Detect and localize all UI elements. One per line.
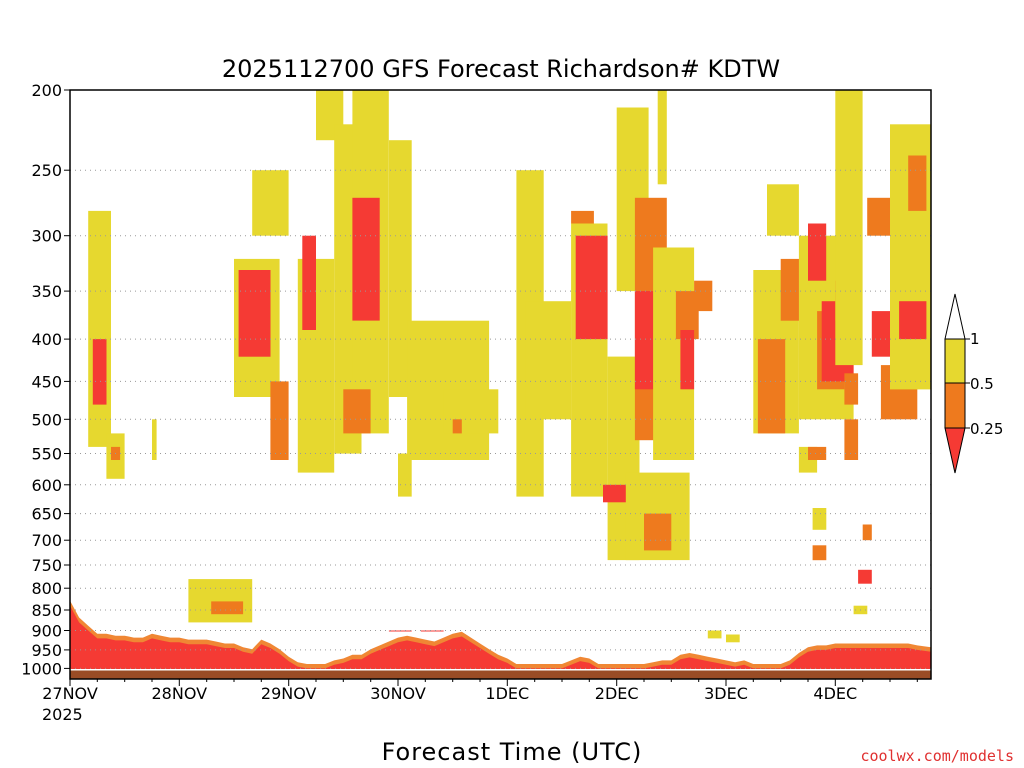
colorbar-under-triangle [944, 427, 966, 474]
x-tick-label: 2DEC [595, 684, 639, 703]
y-tick-label: 900 [31, 622, 62, 641]
colorbar-orange-band [944, 382, 966, 429]
colorbar-label: 0.5 [970, 375, 994, 393]
colorbar-yellow-band [944, 338, 966, 384]
stability-cell-red [420, 630, 444, 632]
x-tick-label: 28NOV [152, 684, 208, 703]
stability-cell-orange [452, 419, 462, 434]
stability-cell-orange [694, 280, 713, 312]
plot-frame [69, 89, 932, 680]
stability-cell-orange [675, 291, 699, 340]
stability-cell-yellow [726, 634, 740, 643]
year-label: 2025 [42, 705, 83, 724]
stability-cell-red [302, 235, 316, 330]
stability-cell-orange [867, 197, 890, 236]
stability-cell-orange [211, 601, 244, 615]
stability-cell-orange [808, 446, 827, 460]
y-tick-label: 400 [31, 330, 62, 349]
grid-lines [70, 90, 931, 669]
boundary-layer-red-band [70, 605, 931, 679]
stability-cell-yellow [812, 508, 827, 530]
ground-layer [70, 669, 931, 679]
stability-cell-yellow [252, 170, 289, 236]
y-tick-label: 700 [31, 531, 62, 550]
stability-cell-orange [644, 513, 672, 551]
stability-cell-red [603, 484, 631, 503]
x-tick-label: 29NOV [261, 684, 317, 703]
x-tick-label: 30NOV [370, 684, 426, 703]
stability-cell-red [575, 235, 608, 340]
stability-cell-orange [844, 419, 859, 460]
stability-cell-yellow [767, 184, 799, 236]
y-tick-label: 950 [31, 641, 62, 660]
y-tick-label: 850 [31, 601, 62, 620]
x-tick-label: 3DEC [704, 684, 748, 703]
chart-title: 2025112700 GFS Forecast Richardson# KDTW [222, 55, 780, 83]
stability-cell-yellow [835, 90, 863, 366]
stability-cell-orange [812, 545, 827, 561]
y-tick-label: 250 [31, 161, 62, 180]
stability-regions [88, 90, 931, 643]
y-tick-label: 550 [31, 445, 62, 464]
stability-cell-orange [844, 373, 859, 405]
stability-cell-yellow [657, 90, 667, 185]
y-tick-label: 1000 [21, 659, 62, 678]
stability-cell-red [680, 330, 695, 390]
y-tick-label: 200 [31, 81, 62, 100]
stability-cell-yellow [188, 579, 253, 623]
stability-cell-yellow [88, 210, 111, 447]
stability-cell-yellow [525, 301, 572, 420]
x-tick-label: 1DEC [485, 684, 529, 703]
stability-cell-orange [270, 381, 289, 460]
stability-cell-yellow [707, 630, 722, 639]
stability-cell-orange [343, 389, 371, 434]
y-tick-label: 350 [31, 282, 62, 301]
y-tick-label: 450 [31, 372, 62, 391]
colorbar-label: 1 [970, 330, 980, 348]
y-tick-label: 500 [31, 410, 62, 429]
stability-cell-red [92, 339, 107, 405]
x-axis: 27NOV 28NOV 29NOV 30NOV 1DEC 2DEC 3DEC 4DEC [42, 679, 918, 703]
stability-cell-orange [757, 339, 786, 434]
stability-cell-yellow [398, 453, 412, 497]
plot-area [70, 90, 931, 679]
colorbar-legend: 1 0.5 0.25 [944, 293, 1003, 474]
y-tick-label: 650 [31, 505, 62, 524]
stability-cell-red [352, 197, 380, 321]
colorbar-label: 0.25 [970, 420, 1003, 438]
x-tick-label: 27NOV [42, 684, 98, 703]
y-tick-label: 750 [31, 556, 62, 575]
stability-cell-orange [571, 210, 594, 224]
y-tick-label: 300 [31, 227, 62, 246]
x-axis-label: Forecast Time (UTC) [382, 738, 643, 766]
y-tick-label: 800 [31, 579, 62, 598]
x-tick-label: 4DEC [813, 684, 857, 703]
stability-cell-red [808, 223, 827, 281]
stability-cell-orange [908, 155, 927, 211]
stability-cell-yellow [152, 419, 157, 460]
stability-cell-red [899, 301, 927, 340]
stability-cell-yellow [388, 140, 412, 397]
y-axis: 200 250 300 350 400 450 500 550 600 650 700 750 800 8… [21, 81, 70, 678]
y-tick-label: 600 [31, 476, 62, 495]
stability-cell-red [858, 569, 872, 584]
stability-cell-yellow [443, 389, 499, 434]
credit-link[interactable]: coolwx.com/models [860, 747, 1014, 765]
boundary-layer [70, 600, 931, 679]
stability-cell-red [238, 270, 271, 357]
stability-cell-orange [862, 524, 872, 541]
colorbar-over-triangle [944, 293, 966, 340]
